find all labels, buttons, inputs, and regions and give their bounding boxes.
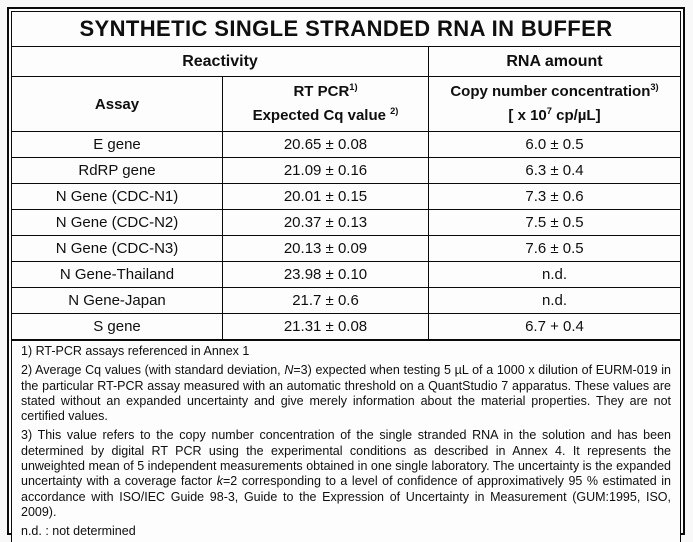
copy-number-cell: 6.0 ± 0.5: [428, 131, 681, 158]
copy-number-cell: 7.3 ± 0.6: [428, 183, 681, 210]
assay-cell: E gene: [11, 131, 223, 158]
column-header-rt-pcr: RT PCR1) Expected Cq value 2): [222, 76, 429, 132]
cq-value-cell: 20.13 ± 0.09: [222, 235, 429, 262]
cq-value-cell: 21.09 ± 0.16: [222, 157, 429, 184]
column-header-row: Assay RT PCR1) Expected Cq value 2) Copy…: [11, 76, 681, 132]
copy-number-unit: [ x 107 cp/µL]: [508, 106, 601, 124]
assay-cell: RdRP gene: [11, 157, 223, 184]
table-row-rdrp-gene: RdRP gene 21.09 ± 0.16 6.3 ± 0.4: [11, 157, 681, 184]
copy-number-cell: 6.7 + 0.4: [428, 313, 681, 341]
footnote-3: 3) This value refers to the copy number …: [21, 428, 671, 519]
footnote-ref-2: 2): [390, 106, 399, 116]
assay-cell: N Gene (CDC-N1): [11, 183, 223, 210]
footnotes-cell: 1) RT-PCR assays referenced in Annex 1 2…: [11, 338, 681, 542]
copy-number-cell: 6.3 ± 0.4: [428, 157, 681, 184]
expected-cq-label: Expected Cq value 2): [252, 106, 399, 124]
footnote-row: 1) RT-PCR assays referenced in Annex 1 2…: [11, 338, 681, 542]
table-row-e-gene: E gene 20.65 ± 0.08 6.0 ± 0.5: [11, 131, 681, 158]
footnote-nd: n.d. : not determined: [21, 524, 136, 539]
footnote-1: 1) RT-PCR assays referenced in Annex 1: [21, 344, 250, 358]
copy-number-cell: n.d.: [428, 287, 681, 314]
assay-cell: N Gene-Japan: [11, 287, 223, 314]
cq-value-cell: 23.98 ± 0.10: [222, 261, 429, 288]
title-row: SYNTHETIC SINGLE STRANDED RNA IN BUFFER: [11, 11, 681, 47]
copy-number-cell: 7.6 ± 0.5: [428, 235, 681, 262]
cq-value-cell: 21.7 ± 0.6: [222, 287, 429, 314]
cq-value-cell: 20.01 ± 0.15: [222, 183, 429, 210]
table-row-n-gene-cdc-n2: N Gene (CDC-N2) 20.37 ± 0.13 7.5 ± 0.5: [11, 209, 681, 236]
group-header-rna-amount: RNA amount: [428, 46, 681, 77]
table-row-n-gene-japan: N Gene-Japan 21.7 ± 0.6 n.d.: [11, 287, 681, 314]
cq-value-cell: 20.37 ± 0.13: [222, 209, 429, 236]
rt-pcr-label: RT PCR1): [293, 82, 358, 100]
scan-frame: SYNTHETIC SINGLE STRANDED RNA IN BUFFER …: [7, 7, 685, 542]
copy-number-cell: n.d.: [428, 261, 681, 288]
group-header-reactivity: Reactivity: [11, 46, 429, 77]
column-header-copy-number: Copy number concentration3) [ x 107 cp/µ…: [428, 76, 681, 132]
page-title: SYNTHETIC SINGLE STRANDED RNA IN BUFFER: [11, 11, 681, 47]
footnote-2: 2) Average Cq values (with standard devi…: [21, 363, 671, 424]
assay-cell: N Gene (CDC-N2): [11, 209, 223, 236]
table-row-n-gene-thailand: N Gene-Thailand 23.98 ± 0.10 n.d.: [11, 261, 681, 288]
table-row-n-gene-cdc-n3: N Gene (CDC-N3) 20.13 ± 0.09 7.6 ± 0.5: [11, 235, 681, 262]
column-header-assay: Assay: [11, 76, 223, 132]
assay-cell: N Gene-Thailand: [11, 261, 223, 288]
exponent: 7: [546, 106, 552, 116]
table-row-s-gene: S gene 21.31 ± 0.08 6.7 + 0.4: [11, 313, 681, 341]
footnote-ref-3: 3): [650, 82, 659, 92]
table-row-n-gene-cdc-n1: N Gene (CDC-N1) 20.01 ± 0.15 7.3 ± 0.6: [11, 183, 681, 210]
copy-number-cell: 7.5 ± 0.5: [428, 209, 681, 236]
cq-value-cell: 21.31 ± 0.08: [222, 313, 429, 341]
group-header-row: Reactivity RNA amount: [11, 46, 681, 77]
cq-value-cell: 20.65 ± 0.08: [222, 131, 429, 158]
footnote-ref-1: 1): [349, 82, 358, 92]
assay-cell: N Gene (CDC-N3): [11, 235, 223, 262]
copy-number-label: Copy number concentration3): [450, 82, 659, 100]
assay-cell: S gene: [11, 313, 223, 341]
rna-buffer-table: SYNTHETIC SINGLE STRANDED RNA IN BUFFER …: [11, 11, 681, 542]
